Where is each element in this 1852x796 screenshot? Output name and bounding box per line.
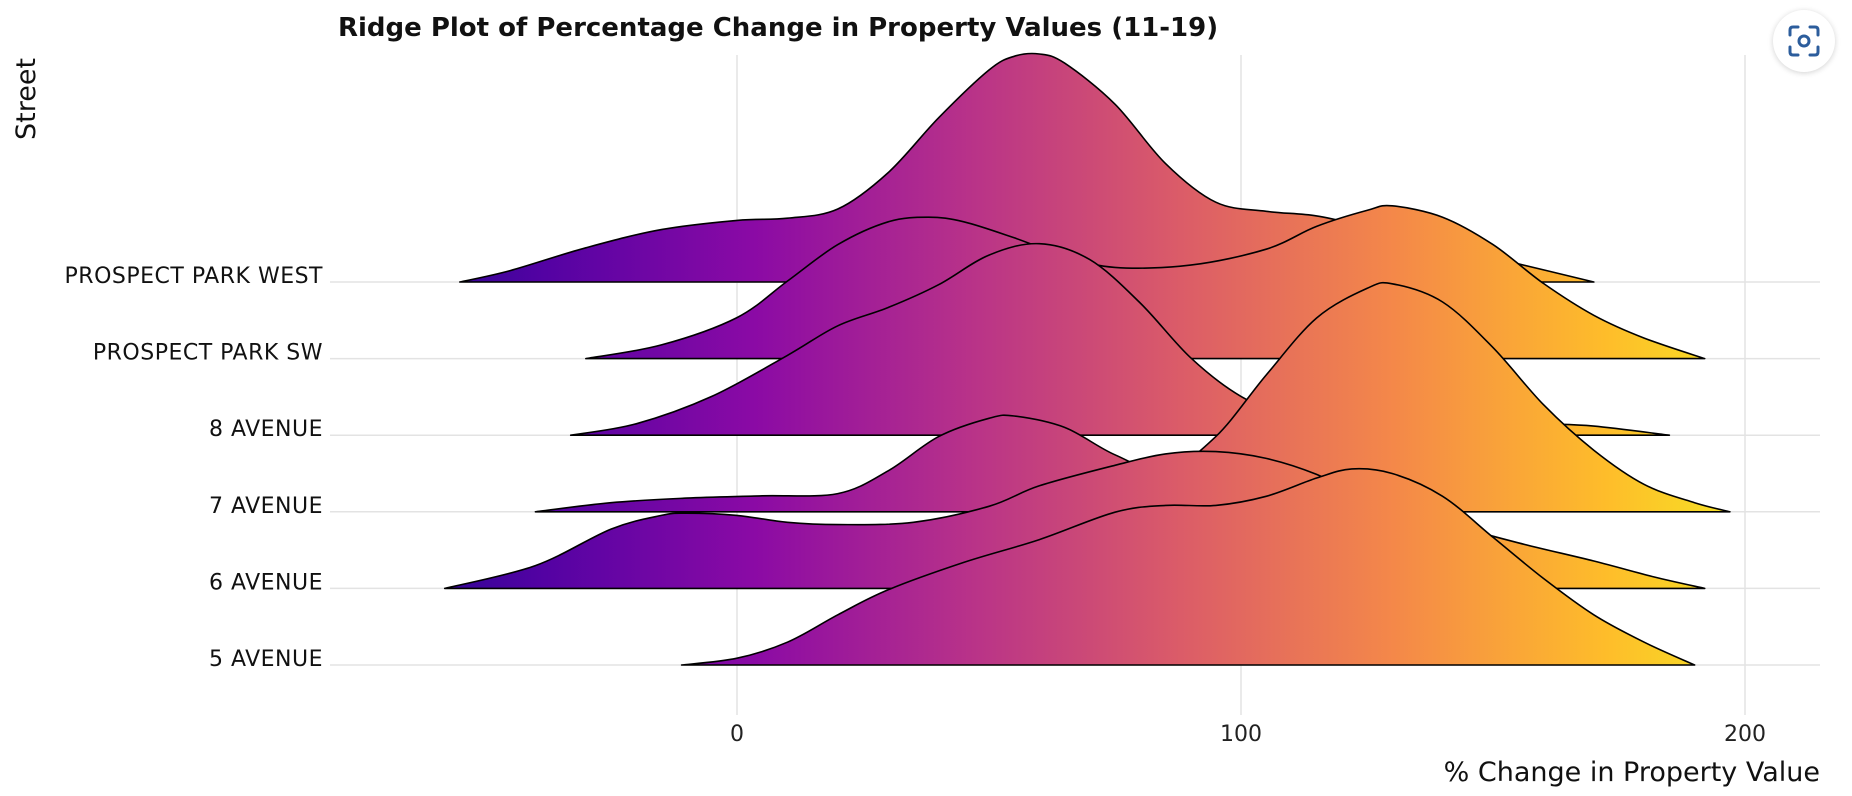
y-tick-label: 7 AVENUE [209, 494, 323, 519]
ridge-5-avenue [680, 467, 1696, 666]
focus-button[interactable] [1773, 10, 1835, 72]
chart-title: Ridge Plot of Percentage Change in Prope… [338, 13, 1218, 43]
y-tick-label: PROSPECT PARK SW [93, 341, 323, 366]
focus-scan-icon [1788, 25, 1820, 57]
x-axis-title: % Change in Property Value [1444, 757, 1820, 788]
y-tick-label: 6 AVENUE [209, 570, 323, 595]
x-tick-label: 200 [1724, 722, 1766, 747]
x-tick-label: 0 [730, 722, 744, 747]
x-tick-label: 100 [1220, 722, 1262, 747]
ridge-layer [443, 52, 1731, 666]
y-tick-label: 5 AVENUE [209, 647, 323, 672]
y-axis-title: Street [11, 58, 42, 140]
y-tick-label: PROSPECT PARK WEST [65, 264, 324, 289]
y-tick-label: 8 AVENUE [209, 417, 323, 442]
label-layer: 0 100 200 PROSPECT PARK WEST PROSPECT PARK S… [65, 264, 1766, 747]
